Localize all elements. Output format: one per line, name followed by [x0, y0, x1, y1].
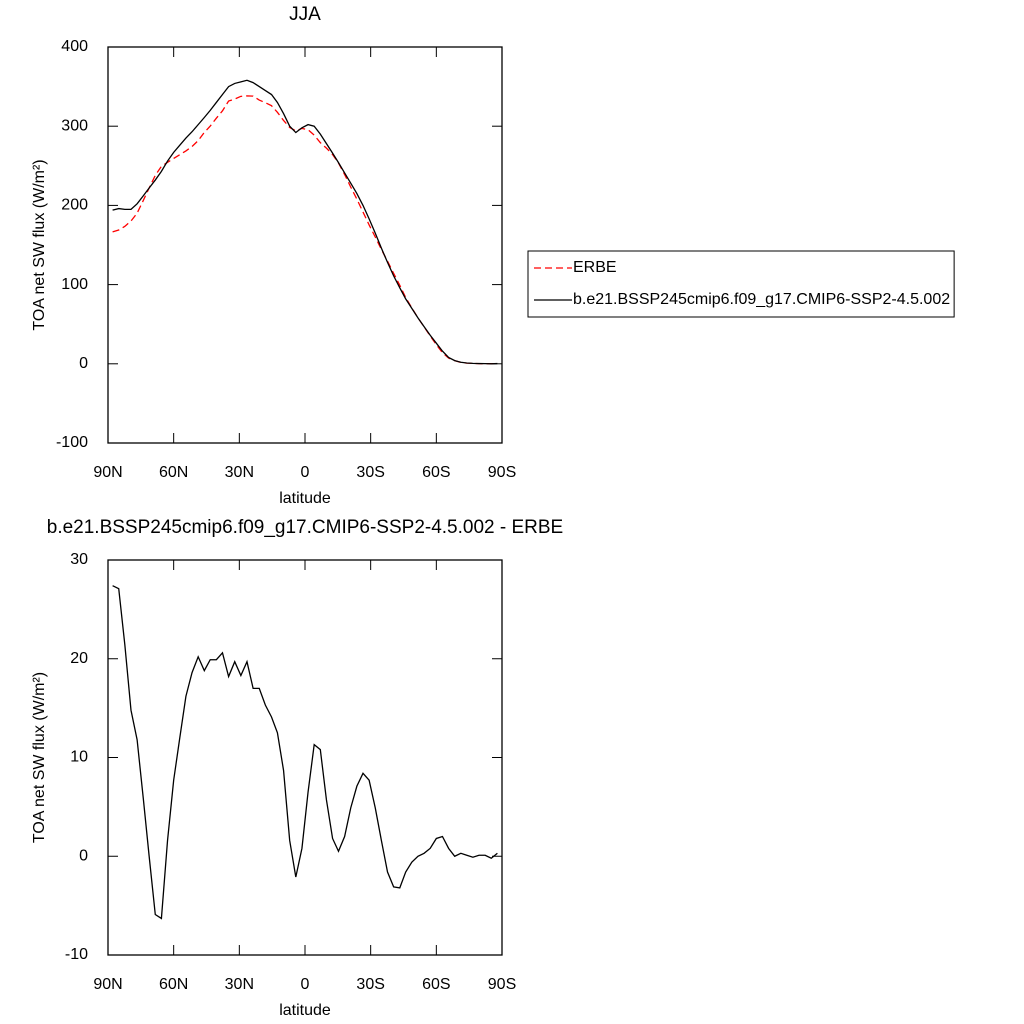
data-line	[112, 585, 498, 920]
legend-label: b.e21.BSSP245cmip6.f09_g17.CMIP6-SSP2-4.…	[573, 291, 950, 308]
x-tick-label: 60S	[422, 976, 450, 993]
x-tick-label: 0	[301, 976, 310, 993]
plot-frame	[107, 559, 503, 956]
y-tick-label: 30	[70, 551, 88, 568]
y-axis-label: TOA net SW flux (W/m²)	[31, 672, 48, 843]
y-tick-label: -10	[65, 946, 88, 963]
x-tick-label: 30S	[356, 464, 384, 481]
x-tick-label: 30S	[356, 976, 384, 993]
data-line	[112, 95, 498, 365]
x-tick-label: 90N	[93, 464, 122, 481]
chart-title: JJA	[289, 4, 321, 25]
x-tick-label: 90S	[488, 976, 516, 993]
y-tick-label: 100	[61, 276, 88, 293]
plot-frame	[107, 46, 503, 444]
legend-label: ERBE	[573, 259, 617, 276]
legend-frame	[527, 250, 955, 318]
x-axis-label: latitude	[279, 490, 331, 507]
y-tick-label: 0	[79, 355, 88, 372]
legend: ERBE b.e21.BSSP245cmip6.f09_g17.CMIP6-SSP…	[527, 250, 955, 318]
chart-title: b.e21.BSSP245cmip6.f09_g17.CMIP6-SSP2-4.…	[47, 517, 563, 538]
y-tick-label: 300	[61, 117, 88, 134]
x-tick-label: 60S	[422, 464, 450, 481]
y-tick-label: 0	[79, 847, 88, 864]
x-tick-label: 60N	[159, 976, 188, 993]
y-tick-label: 20	[70, 650, 88, 667]
x-tick-label: 60N	[159, 464, 188, 481]
y-tick-label: 200	[61, 197, 88, 214]
x-tick-label: 30N	[225, 464, 254, 481]
x-tick-label: 90N	[93, 976, 122, 993]
y-axis-label: TOA net SW flux (W/m²)	[31, 159, 48, 330]
y-tick-label: -100	[56, 434, 88, 451]
y-tick-label: 400	[61, 38, 88, 55]
x-tick-label: 90S	[488, 464, 516, 481]
data-line	[112, 79, 498, 365]
x-tick-label: 30N	[225, 976, 254, 993]
x-tick-label: 0	[301, 464, 310, 481]
x-axis-label: latitude	[279, 1002, 331, 1019]
y-tick-label: 10	[70, 749, 88, 766]
